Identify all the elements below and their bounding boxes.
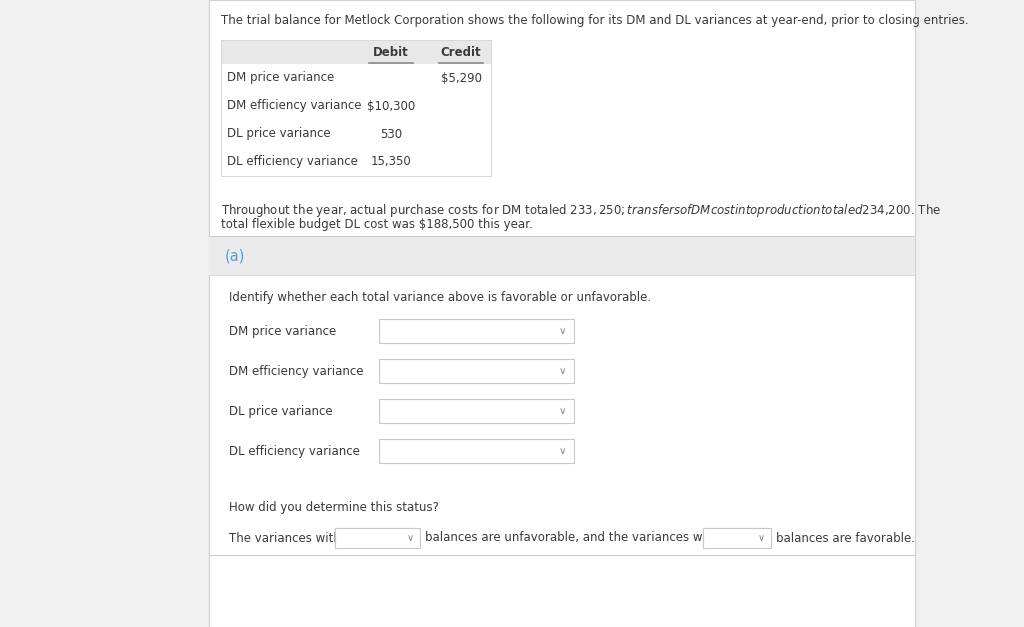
Bar (221, 148, 490, 176)
Text: balances are favorable.: balances are favorable. (776, 532, 915, 544)
Text: The variances with: The variances with (229, 532, 341, 544)
Bar (221, 40, 490, 64)
Bar (209, 237, 915, 275)
Text: Throughout the year, actual purchase costs for DM totaled $233,250; transfers of: Throughout the year, actual purchase cos… (221, 202, 941, 219)
Text: DL price variance: DL price variance (227, 127, 331, 140)
Text: DM price variance: DM price variance (227, 71, 334, 85)
Text: (a): (a) (225, 248, 246, 263)
Bar (209, 0, 915, 627)
Text: 530: 530 (380, 127, 402, 140)
Bar (379, 319, 574, 343)
Text: DL efficiency variance: DL efficiency variance (229, 445, 359, 458)
Bar (379, 359, 574, 383)
Text: Debit: Debit (373, 46, 409, 58)
Bar (703, 528, 771, 548)
Text: DM price variance: DM price variance (229, 325, 336, 337)
Text: ∨: ∨ (558, 326, 566, 336)
Bar (335, 528, 420, 548)
Text: Credit: Credit (440, 46, 481, 58)
Text: Identify whether each total variance above is favorable or unfavorable.: Identify whether each total variance abo… (229, 291, 651, 304)
Bar (379, 439, 574, 463)
Text: ∨: ∨ (758, 533, 765, 543)
Text: total flexible budget DL cost was $188,500 this year.: total flexible budget DL cost was $188,5… (221, 218, 532, 231)
Text: ∨: ∨ (407, 533, 414, 543)
Bar (221, 92, 490, 120)
Text: 15,350: 15,350 (371, 155, 412, 169)
Text: ∨: ∨ (558, 366, 566, 376)
Text: ∨: ∨ (558, 446, 566, 456)
Text: DM efficiency variance: DM efficiency variance (229, 364, 364, 377)
Bar (221, 40, 490, 176)
Text: DL price variance: DL price variance (229, 404, 333, 418)
Text: balances are unfavorable, and the variances with a: balances are unfavorable, and the varian… (425, 532, 729, 544)
Bar (221, 120, 490, 148)
Bar (221, 64, 490, 92)
Text: $10,300: $10,300 (367, 100, 415, 112)
Text: DL efficiency variance: DL efficiency variance (227, 155, 357, 169)
Text: ∨: ∨ (558, 406, 566, 416)
Text: The trial balance for Metlock Corporation shows the following for its DM and DL : The trial balance for Metlock Corporatio… (221, 14, 969, 27)
Text: DM efficiency variance: DM efficiency variance (227, 100, 361, 112)
Text: $5,290: $5,290 (440, 71, 481, 85)
Bar (379, 399, 574, 423)
Text: How did you determine this status?: How did you determine this status? (229, 501, 439, 514)
